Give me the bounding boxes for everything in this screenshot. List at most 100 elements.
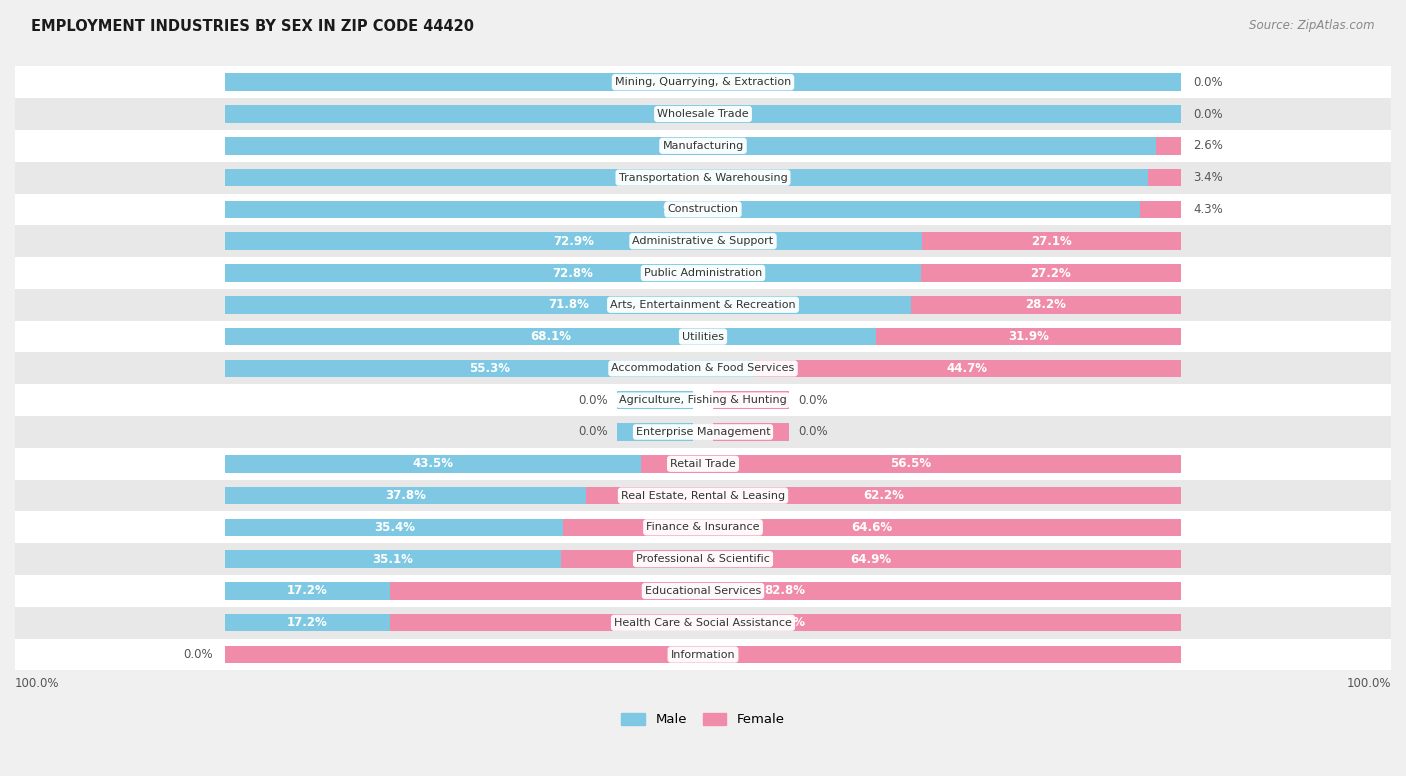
Text: 96.6%: 96.6% [666,171,707,184]
Bar [911,296,1181,314]
FancyBboxPatch shape [15,193,1391,225]
Text: Information: Information [671,650,735,660]
Bar [225,359,754,377]
Text: Wholesale Trade: Wholesale Trade [657,109,749,119]
Bar [225,518,564,536]
Text: EMPLOYMENT INDUSTRIES BY SEX IN ZIP CODE 44420: EMPLOYMENT INDUSTRIES BY SEX IN ZIP CODE… [31,19,474,34]
Bar [754,359,1181,377]
Bar [713,391,789,409]
Bar [225,169,1149,186]
Text: 100.0%: 100.0% [679,76,727,88]
Text: Administrative & Support: Administrative & Support [633,236,773,246]
Bar [225,646,1181,663]
Text: 64.6%: 64.6% [852,521,893,534]
Text: 97.4%: 97.4% [671,140,711,152]
Text: 100.0%: 100.0% [679,648,727,661]
Bar [225,201,1140,218]
FancyBboxPatch shape [15,257,1391,289]
FancyBboxPatch shape [15,480,1391,511]
Text: 37.8%: 37.8% [385,489,426,502]
FancyBboxPatch shape [15,130,1391,161]
Bar [1156,137,1181,154]
Bar [225,233,922,250]
Bar [564,518,1181,536]
Bar [641,455,1181,473]
Text: 82.8%: 82.8% [765,616,806,629]
Bar [921,265,1181,282]
Text: 64.9%: 64.9% [851,553,891,566]
Text: Professional & Scientific: Professional & Scientific [636,554,770,564]
Bar [225,74,1181,91]
Text: Real Estate, Rental & Leasing: Real Estate, Rental & Leasing [621,490,785,501]
FancyBboxPatch shape [15,607,1391,639]
Bar [1149,169,1181,186]
FancyBboxPatch shape [15,384,1391,416]
FancyBboxPatch shape [15,416,1391,448]
Text: 35.4%: 35.4% [374,521,415,534]
FancyBboxPatch shape [15,98,1391,130]
Text: 68.1%: 68.1% [530,330,571,343]
Text: 0.0%: 0.0% [799,393,828,407]
Bar [225,455,641,473]
Text: 35.1%: 35.1% [373,553,413,566]
Text: 27.2%: 27.2% [1031,266,1071,279]
Text: 17.2%: 17.2% [287,584,328,598]
Text: Source: ZipAtlas.com: Source: ZipAtlas.com [1250,19,1375,33]
Text: 100.0%: 100.0% [15,677,59,690]
FancyBboxPatch shape [15,448,1391,480]
Bar [225,137,1156,154]
Text: 28.2%: 28.2% [1025,298,1067,311]
Text: 71.8%: 71.8% [548,298,589,311]
Bar [389,614,1181,632]
FancyBboxPatch shape [15,66,1391,98]
FancyBboxPatch shape [15,352,1391,384]
Text: Arts, Entertainment & Recreation: Arts, Entertainment & Recreation [610,300,796,310]
Text: 55.3%: 55.3% [470,362,510,375]
FancyBboxPatch shape [15,289,1391,320]
Text: Retail Trade: Retail Trade [671,459,735,469]
Text: Public Administration: Public Administration [644,268,762,278]
Bar [225,582,389,600]
FancyBboxPatch shape [15,575,1391,607]
Text: 43.5%: 43.5% [412,457,454,470]
FancyBboxPatch shape [15,639,1391,670]
Text: 0.0%: 0.0% [578,393,607,407]
Bar [922,233,1181,250]
Text: 0.0%: 0.0% [578,425,607,438]
Bar [389,582,1181,600]
Bar [225,550,561,568]
Bar [876,327,1181,345]
Text: 17.2%: 17.2% [287,616,328,629]
Bar [225,327,876,345]
Text: 0.0%: 0.0% [1194,108,1223,120]
Text: 27.1%: 27.1% [1031,234,1071,248]
FancyBboxPatch shape [15,225,1391,257]
Bar [225,296,911,314]
Text: Utilities: Utilities [682,331,724,341]
FancyBboxPatch shape [15,511,1391,543]
Bar [617,423,693,441]
Text: 56.5%: 56.5% [890,457,931,470]
Text: 0.0%: 0.0% [183,648,212,661]
FancyBboxPatch shape [15,543,1391,575]
Text: 82.8%: 82.8% [765,584,806,598]
Text: 72.8%: 72.8% [553,266,593,279]
Text: Health Care & Social Assistance: Health Care & Social Assistance [614,618,792,628]
Text: 0.0%: 0.0% [1194,76,1223,88]
Text: 100.0%: 100.0% [679,108,727,120]
Text: 3.4%: 3.4% [1194,171,1223,184]
Bar [617,391,693,409]
Text: Educational Services: Educational Services [645,586,761,596]
Text: 100.0%: 100.0% [1347,677,1391,690]
Text: 0.0%: 0.0% [799,425,828,438]
Text: 4.3%: 4.3% [1194,203,1223,216]
Text: Transportation & Warehousing: Transportation & Warehousing [619,172,787,182]
Text: Agriculture, Fishing & Hunting: Agriculture, Fishing & Hunting [619,395,787,405]
Bar [713,423,789,441]
Text: Enterprise Management: Enterprise Management [636,427,770,437]
Text: 62.2%: 62.2% [863,489,904,502]
Bar [561,550,1181,568]
Legend: Male, Female: Male, Female [616,708,790,732]
Text: Manufacturing: Manufacturing [662,140,744,151]
Text: Construction: Construction [668,204,738,214]
